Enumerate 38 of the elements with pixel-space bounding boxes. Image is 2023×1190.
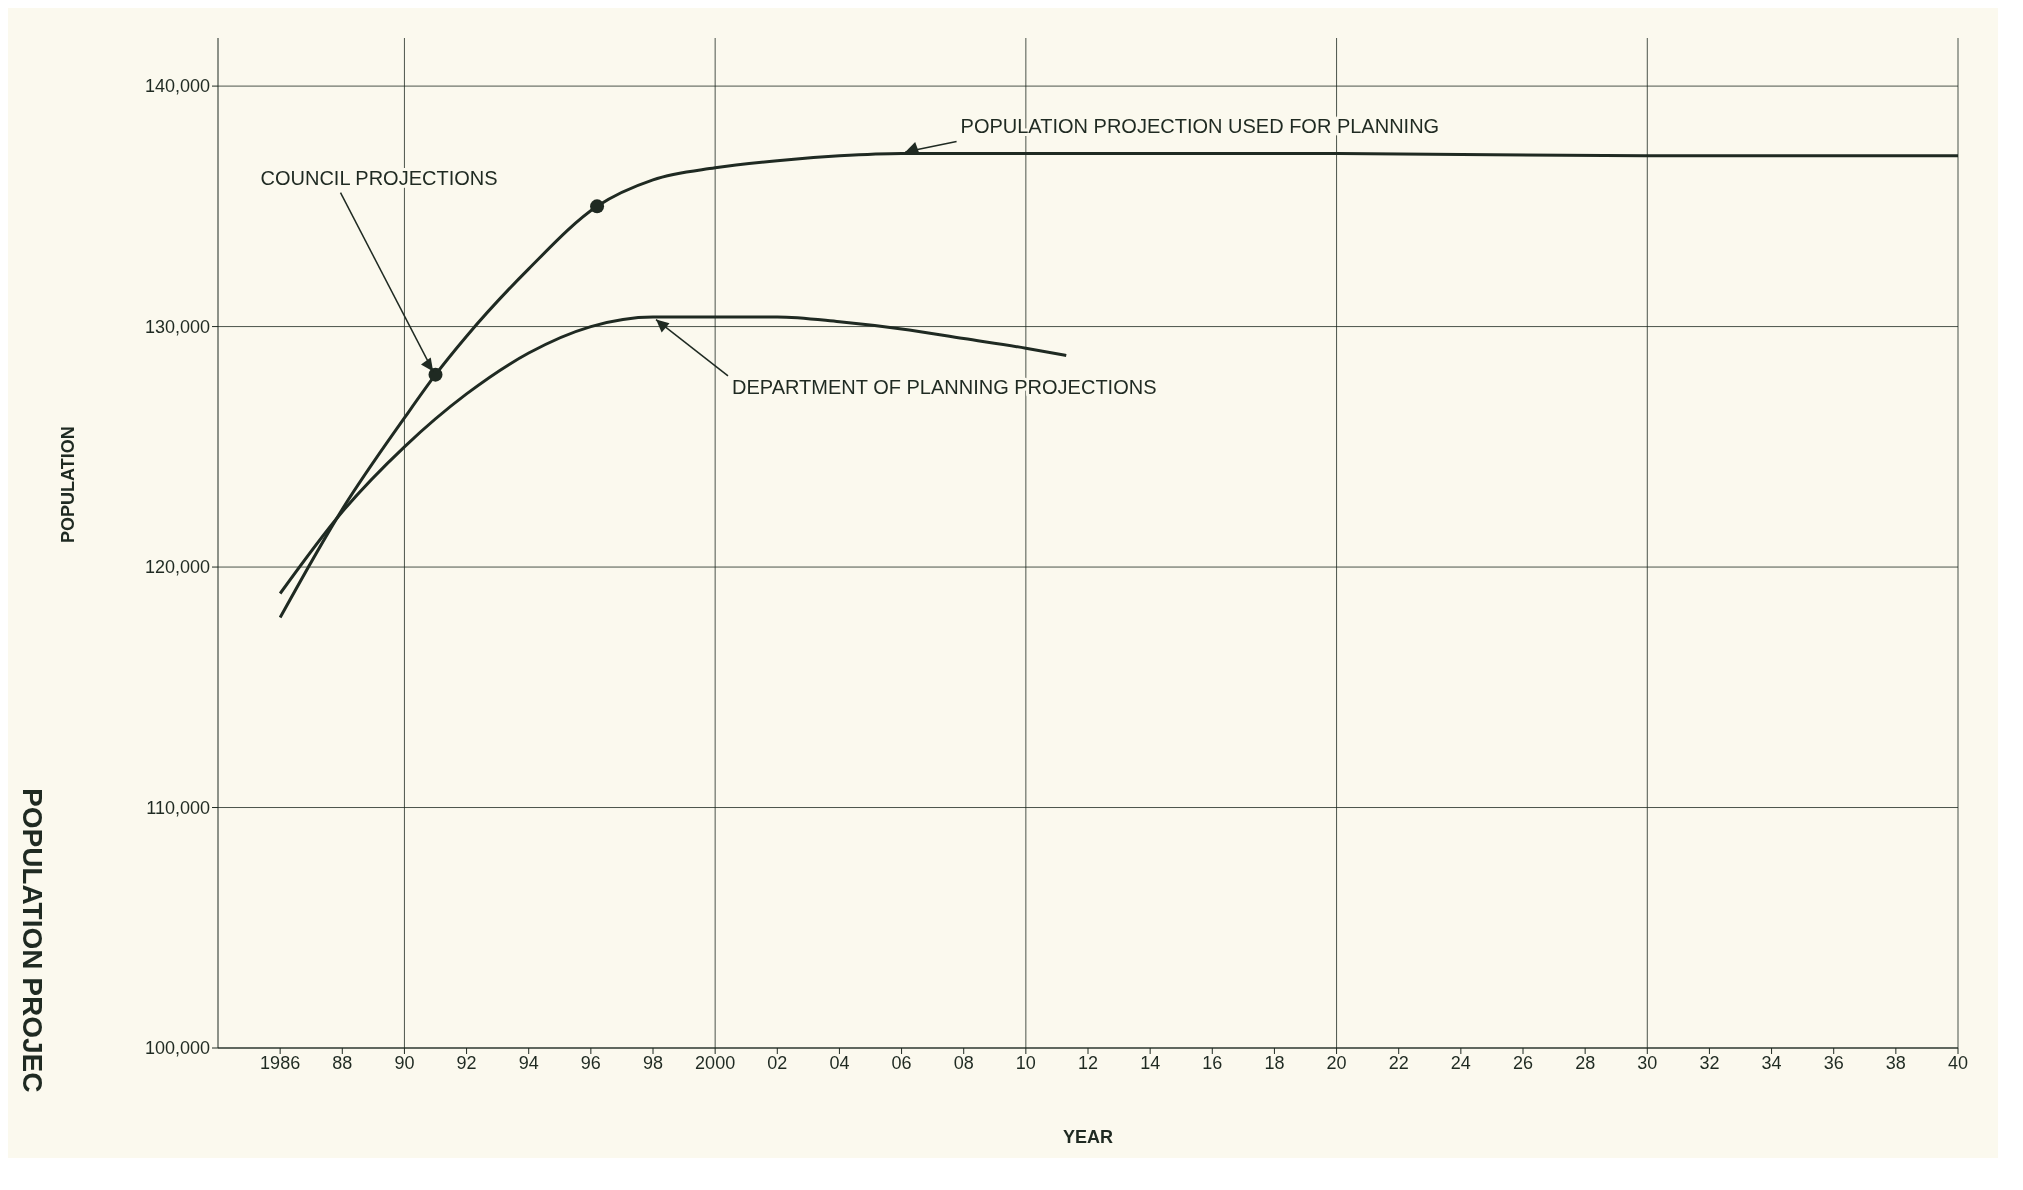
x-tick-label: 90 [394, 1052, 415, 1073]
x-tick-label: 24 [1450, 1052, 1471, 1073]
y-tick-label: 110,000 [146, 797, 210, 818]
x-tick-label: 2000 [695, 1052, 736, 1073]
x-tick-label: 30 [1637, 1052, 1658, 1073]
y-tick-label: 140,000 [144, 76, 210, 97]
annotation: DEPARTMENT OF PLANNING PROJECTIONS [732, 375, 1157, 398]
x-tick-label: 36 [1823, 1052, 1844, 1073]
y-axis-title: POPULATION [58, 426, 79, 543]
x-tick-label: 02 [767, 1052, 788, 1073]
x-tick-label: 22 [1388, 1052, 1409, 1073]
annotation: POPULATION PROJECTION USED FOR PLANNING [960, 115, 1440, 138]
text: POPULATION PROJEC [16, 788, 48, 1093]
x-tick-label: 14 [1140, 1052, 1161, 1073]
x-tick-label: 10 [1015, 1052, 1036, 1073]
x-tick-label: 16 [1202, 1052, 1223, 1073]
x-tick-label: 28 [1575, 1052, 1596, 1073]
x-tick-label: 92 [456, 1052, 477, 1073]
x-axis-title: YEAR [1062, 1127, 1114, 1147]
x-tick-label: 96 [580, 1052, 601, 1073]
y-tick-label: 100,000 [144, 1038, 210, 1059]
x-tick-label: 1986 [260, 1052, 301, 1073]
x-tick-label: 94 [518, 1052, 539, 1073]
x-tick-label: 20 [1326, 1052, 1347, 1073]
x-tick-label: 04 [829, 1052, 850, 1073]
x-tick-label: 34 [1761, 1052, 1782, 1073]
x-tick-label: 32 [1699, 1052, 1720, 1073]
x-tick-label: 98 [642, 1052, 664, 1073]
y-tick-label: 130,000 [144, 316, 210, 337]
y-tick-label: 120,000 [144, 557, 210, 578]
x-tick-label: 12 [1077, 1052, 1099, 1073]
x-tick-label: 06 [891, 1052, 912, 1073]
x-tick-label: 08 [953, 1052, 974, 1073]
x-tick-label: 88 [332, 1052, 353, 1073]
x-tick-label: 40 [1947, 1052, 1969, 1073]
x-tick-label: 26 [1512, 1052, 1534, 1073]
x-tick-label: 18 [1264, 1052, 1285, 1073]
x-tick-label: 38 [1885, 1052, 1906, 1073]
